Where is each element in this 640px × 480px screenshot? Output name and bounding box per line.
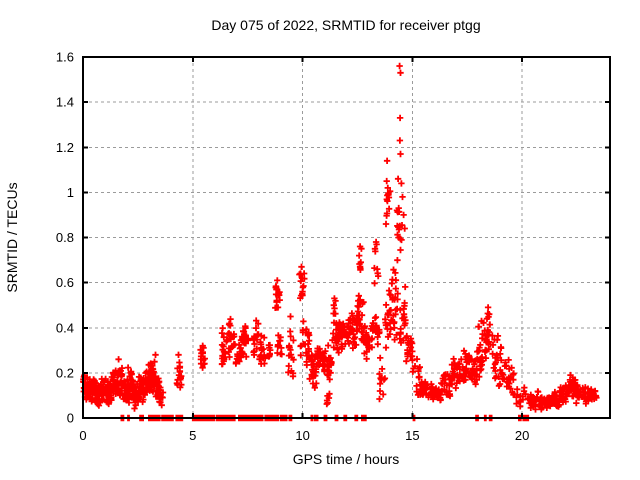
x-tick-label: 15 bbox=[405, 428, 419, 443]
x-tick-label: 0 bbox=[79, 428, 86, 443]
chart-title: Day 075 of 2022, SRMTID for receiver ptg… bbox=[211, 17, 480, 33]
y-tick-label: 0 bbox=[67, 411, 74, 426]
y-tick-label: 0.4 bbox=[56, 320, 74, 335]
y-tick-label: 1.4 bbox=[56, 95, 74, 110]
y-tick-label: 1.6 bbox=[56, 50, 74, 65]
x-tick-label: 10 bbox=[295, 428, 309, 443]
scatter-points-layer bbox=[80, 62, 600, 422]
y-tick-label: 1.2 bbox=[56, 140, 74, 155]
x-tick-label: 20 bbox=[515, 428, 529, 443]
y-tick-label: 1 bbox=[67, 185, 74, 200]
axis-layer: 0 5 10 15 20 0 0.2 0.4 0.6 0.8 1 1.2 1.4 1.6 Day 075 … bbox=[4, 17, 611, 467]
tick-layer: 0 5 10 15 20 0 0.2 0.4 0.6 0.8 1 1.2 1.4 1.6 bbox=[56, 50, 610, 443]
y-tick-label: 0.8 bbox=[56, 230, 74, 245]
scatter-series-srmtid bbox=[80, 62, 600, 422]
y-tick-label: 0.6 bbox=[56, 275, 74, 290]
y-axis-label: SRMTID / TECUs bbox=[4, 182, 20, 292]
x-axis-label: GPS time / hours bbox=[293, 451, 400, 467]
x-tick-label: 5 bbox=[189, 428, 196, 443]
grid-layer bbox=[83, 57, 610, 418]
y-tick-label: 0.2 bbox=[56, 365, 74, 380]
